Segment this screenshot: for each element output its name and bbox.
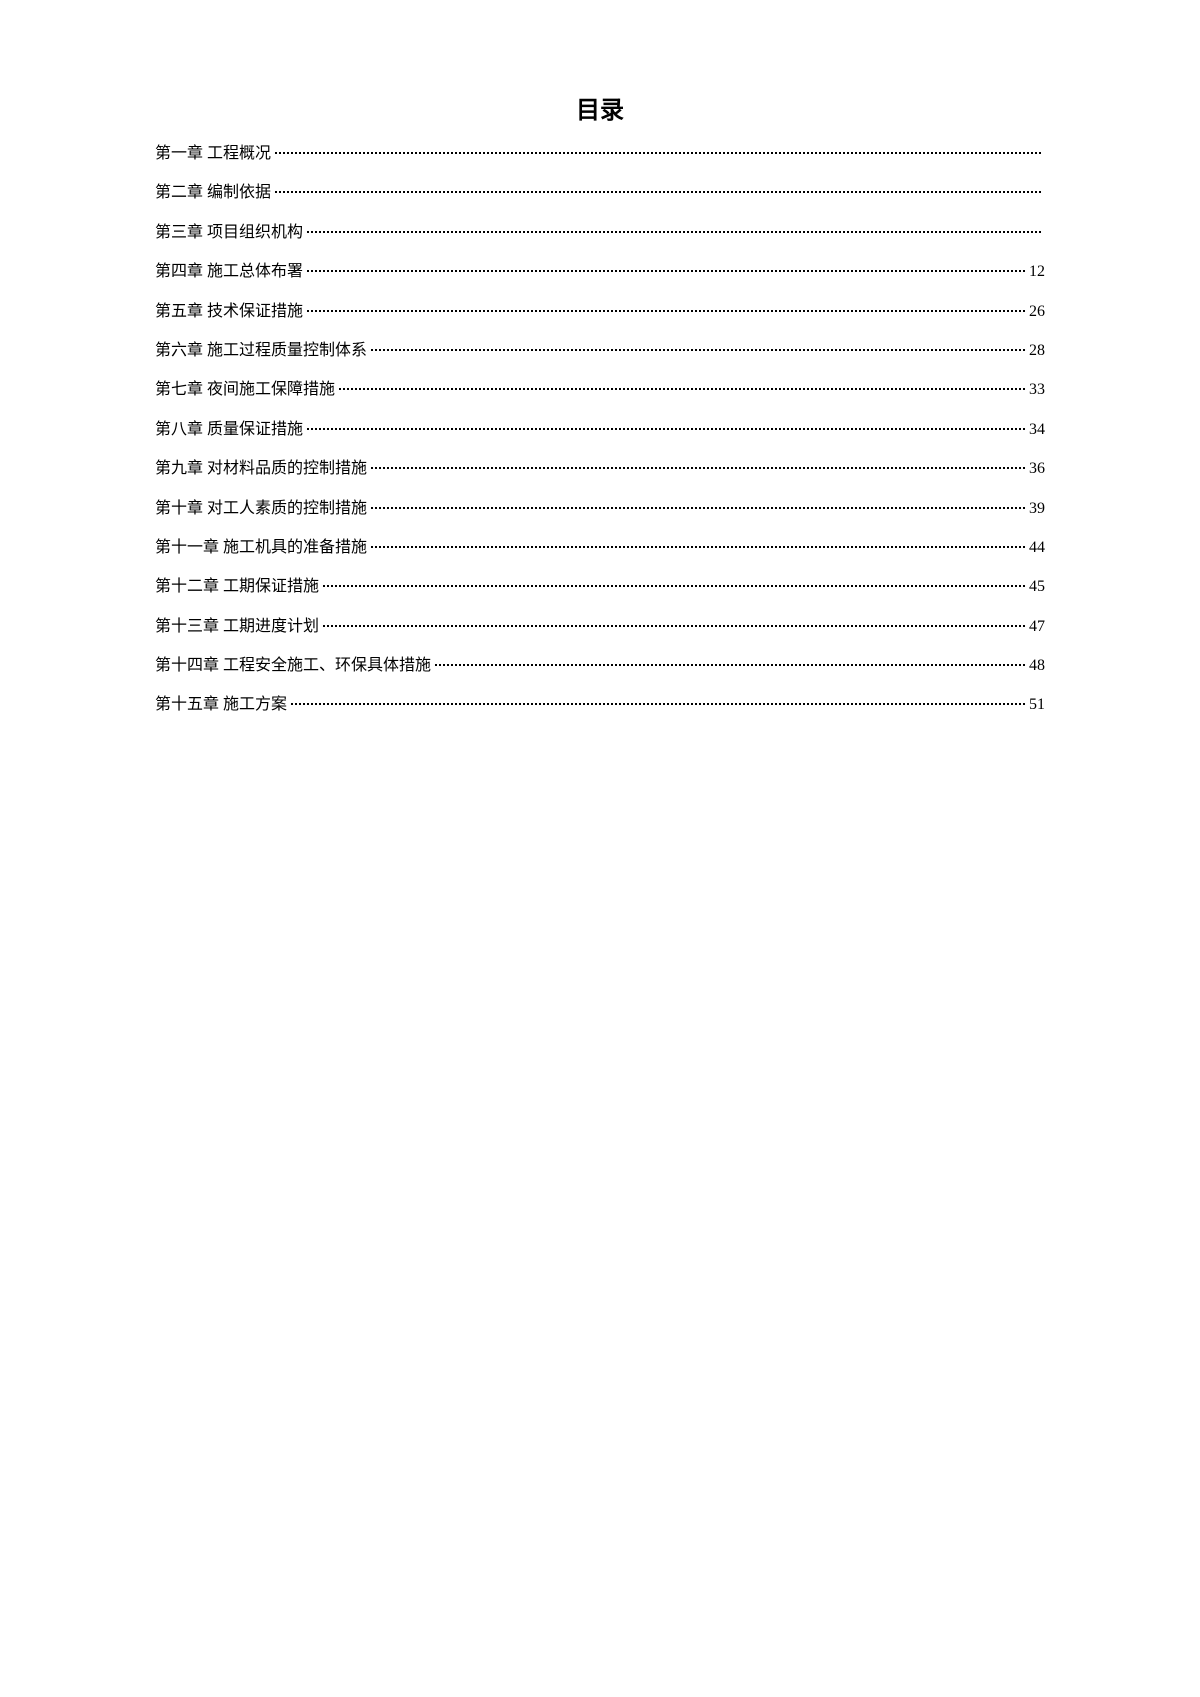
toc-dots (307, 270, 1025, 272)
toc-dots (291, 703, 1025, 705)
toc-dots (435, 664, 1025, 666)
toc-entry: 第七章 夜间施工保障措施 33 (155, 379, 1045, 401)
toc-entry: 第三章 项目组织机构 (155, 222, 1045, 244)
toc-entry: 第二章 编制依据 (155, 182, 1045, 204)
toc-dots (371, 507, 1025, 509)
toc-entry-page: 34 (1029, 419, 1045, 441)
toc-entry-page: 26 (1029, 301, 1045, 323)
toc-entry-page: 33 (1029, 379, 1045, 401)
toc-entry-label: 第八章 质量保证措施 (155, 419, 303, 441)
toc-entry-label: 第一章 工程概况 (155, 143, 271, 165)
toc-entry: 第十三章 工期进度计划 47 (155, 616, 1045, 638)
toc-entry: 第四章 施工总体布署 12 (155, 261, 1045, 283)
toc-entry-label: 第十三章 工期进度计划 (155, 616, 319, 638)
toc-entry: 第十二章 工期保证措施 45 (155, 576, 1045, 598)
toc-entry-page: 36 (1029, 458, 1045, 480)
toc-entry: 第十一章 施工机具的准备措施 44 (155, 537, 1045, 559)
toc-dots (371, 349, 1025, 351)
toc-entry: 第五章 技术保证措施 26 (155, 301, 1045, 323)
toc-entry-label: 第六章 施工过程质量控制体系 (155, 340, 367, 362)
toc-entry-label: 第四章 施工总体布署 (155, 261, 303, 283)
toc-entry-label: 第七章 夜间施工保障措施 (155, 379, 335, 401)
toc-dots (307, 428, 1025, 430)
toc-entry: 第六章 施工过程质量控制体系 28 (155, 340, 1045, 362)
toc-dots (307, 310, 1025, 312)
toc-entry-page: 45 (1029, 576, 1045, 598)
toc-entry-label: 第九章 对材料品质的控制措施 (155, 458, 367, 480)
toc-dots (275, 191, 1041, 193)
toc-entry-label: 第二章 编制依据 (155, 182, 271, 204)
toc-dots (339, 388, 1025, 390)
toc-entry-label: 第十一章 施工机具的准备措施 (155, 537, 367, 559)
toc-dots (371, 467, 1025, 469)
toc-entry-label: 第十章 对工人素质的控制措施 (155, 498, 367, 520)
toc-dots (371, 546, 1025, 548)
toc-dots (323, 625, 1025, 627)
toc-entry: 第十章 对工人素质的控制措施 39 (155, 498, 1045, 520)
toc-entry-page: 28 (1029, 340, 1045, 362)
toc-dots (323, 585, 1025, 587)
toc-entry-label: 第十四章 工程安全施工、环保具体措施 (155, 655, 431, 677)
toc-title: 目录 (155, 90, 1045, 125)
toc-entry-label: 第十二章 工期保证措施 (155, 576, 319, 598)
toc-entry-page: 47 (1029, 616, 1045, 638)
toc-entry: 第八章 质量保证措施 34 (155, 419, 1045, 441)
toc-dots (307, 231, 1041, 233)
toc-entry: 第十五章 施工方案 51 (155, 694, 1045, 716)
toc-entry-label: 第三章 项目组织机构 (155, 222, 303, 244)
toc-entry-page: 39 (1029, 498, 1045, 520)
toc-entry-page: 48 (1029, 655, 1045, 677)
toc-entry-page: 12 (1029, 261, 1045, 283)
toc-entry: 第一章 工程概况 (155, 143, 1045, 165)
toc-entry-label: 第五章 技术保证措施 (155, 301, 303, 323)
toc-entry-label: 第十五章 施工方案 (155, 694, 287, 716)
toc-entry: 第九章 对材料品质的控制措施 36 (155, 458, 1045, 480)
toc-entry-page: 44 (1029, 537, 1045, 559)
toc-entry: 第十四章 工程安全施工、环保具体措施 48 (155, 655, 1045, 677)
toc-dots (275, 152, 1041, 154)
toc-list: 第一章 工程概况第二章 编制依据第三章 项目组织机构第四章 施工总体布署 12 第五… (155, 143, 1045, 717)
toc-entry-page: 51 (1029, 694, 1045, 716)
